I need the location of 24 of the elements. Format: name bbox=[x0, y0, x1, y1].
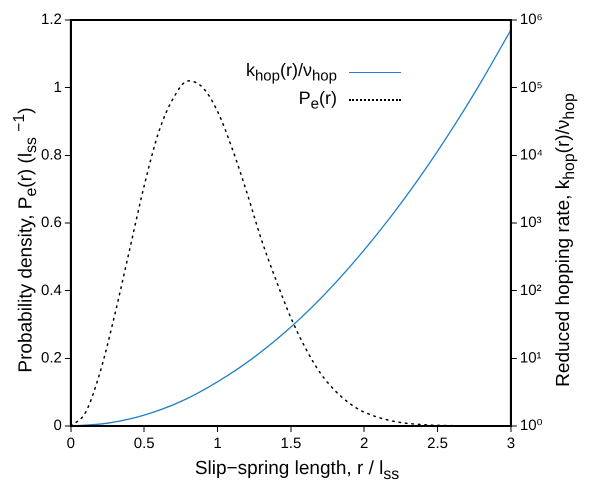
y2-tick-label: 10⁵ bbox=[520, 78, 543, 96]
x-tick-label: 2 bbox=[360, 435, 368, 452]
x-tick-label: 0.5 bbox=[134, 435, 155, 452]
x-tick-label: 2.5 bbox=[427, 435, 448, 452]
x-tick-label: 0 bbox=[66, 435, 76, 452]
y-tick-label: 0.4 bbox=[40, 282, 62, 299]
y-tick-label: 0.2 bbox=[40, 349, 62, 366]
y2-tick-label: 10³ bbox=[520, 214, 542, 232]
y2-tick-label: 10⁶ bbox=[520, 11, 543, 28]
legend-label: P$_{e}$(r) bbox=[298, 88, 337, 112]
x-tick-label: 3 bbox=[506, 435, 516, 452]
x-tick-label: 1.5 bbox=[280, 435, 302, 452]
x-tick-label: 1 bbox=[213, 435, 222, 452]
y2-tick-label: 10² bbox=[520, 282, 542, 299]
y-tick-label: 0.8 bbox=[40, 146, 62, 164]
y2-tick-label: 10⁴ bbox=[520, 146, 544, 164]
y2-tick-label: 10¹ bbox=[520, 349, 542, 366]
y-tick-label: 0.6 bbox=[40, 214, 62, 232]
y-tick-label: 0 bbox=[54, 417, 62, 434]
y2-tick-label: 10⁰ bbox=[520, 417, 543, 434]
y-tick-label: 1 bbox=[54, 78, 62, 96]
legend-label: k$_{hop}$(r)/ν$_{hop}$ bbox=[246, 60, 337, 84]
x-axis-title: Slip−spring length, r / l$_{ss}$ bbox=[194, 458, 400, 484]
y-tick-label: 1.2 bbox=[40, 11, 62, 28]
